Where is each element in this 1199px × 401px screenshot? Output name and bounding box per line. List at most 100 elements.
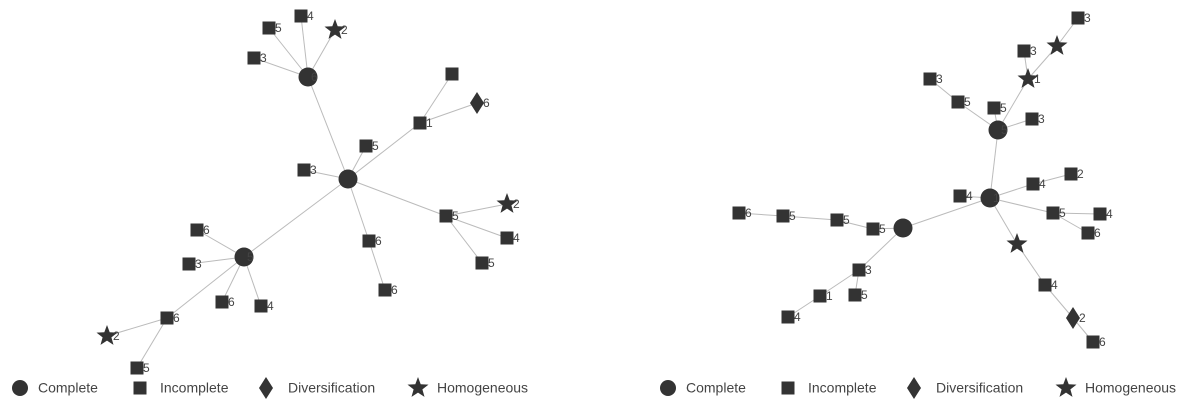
square-node [160, 311, 174, 325]
square-node [262, 21, 276, 35]
square-node [413, 116, 427, 130]
diamond-node [1066, 307, 1080, 329]
edge [738, 212, 784, 217]
square-node [133, 381, 147, 395]
node-label: 6 [228, 295, 235, 309]
edge [368, 240, 386, 291]
square-node [781, 310, 795, 324]
node-label: 2 [341, 23, 348, 37]
square-node [445, 67, 459, 81]
star-node [324, 19, 346, 39]
node-label: 6 [745, 206, 752, 220]
edge [347, 178, 370, 242]
square-node [866, 222, 880, 236]
square-node [362, 234, 376, 248]
node-label: 1 [826, 289, 833, 303]
square-node [776, 209, 790, 223]
node-label: 3 [936, 72, 943, 86]
legend-label: Incomplete [808, 380, 877, 396]
square-node [475, 256, 489, 270]
node-label: 4 [1051, 278, 1058, 292]
star-node [1006, 233, 1028, 253]
node-label: 3 [1084, 11, 1091, 25]
network-graph: 6 5 4 2 3 1 6 5 3 5 2 4 5 6 6 5 6 3 6 4 6 2 5 [96, 9, 520, 375]
node-label: 5 [789, 209, 796, 223]
node-label: 5 [861, 288, 868, 302]
node-label: 5 [843, 213, 850, 227]
legend-label: Homogeneous [437, 380, 528, 396]
node-label: 4 [966, 189, 973, 203]
node-label: 3 [1030, 44, 1037, 58]
square-node [297, 163, 311, 177]
diamond-node [907, 377, 921, 399]
square-node [1064, 167, 1078, 181]
circle-node [988, 120, 1008, 140]
square-node [848, 288, 862, 302]
edge [253, 57, 309, 78]
node-label: 6 [1094, 226, 1101, 240]
edge [136, 317, 168, 369]
square-node [215, 295, 229, 309]
node-label: 6 [203, 223, 210, 237]
star-node [407, 377, 429, 397]
node-label: 1 [993, 191, 1000, 205]
legend-label: Diversification [936, 380, 1023, 396]
node-label: 4 [1106, 207, 1113, 221]
node-label: 5 [1001, 123, 1008, 137]
square-node [1038, 278, 1052, 292]
edge [300, 15, 309, 78]
node-label: 3 [195, 257, 202, 271]
node-label: 5 [1000, 101, 1007, 115]
node-label: 6 [311, 70, 318, 84]
square-node [813, 289, 827, 303]
circle-node [12, 380, 28, 396]
square-node [1071, 11, 1085, 25]
node-label: 4 [794, 310, 801, 324]
edge [445, 215, 508, 239]
square-node [1026, 177, 1040, 191]
square-node [439, 209, 453, 223]
square-node [732, 206, 746, 220]
node-label: 5 [452, 209, 459, 223]
node-label: 1 [1034, 72, 1041, 86]
node-label: 5 [879, 222, 886, 236]
legend-label: Diversification [288, 380, 375, 396]
square-node [1017, 44, 1031, 58]
legend-label: Incomplete [160, 380, 229, 396]
edge [166, 256, 245, 319]
square-node [130, 361, 144, 375]
square-node [951, 95, 965, 109]
node-label: 6 [375, 234, 382, 248]
square-node [359, 139, 373, 153]
edge [307, 76, 349, 180]
square-node [500, 231, 514, 245]
star-node [496, 193, 518, 213]
legend-label: Complete [38, 380, 98, 396]
edge [419, 73, 453, 124]
star-node [1055, 377, 1077, 397]
square-node [830, 213, 844, 227]
circle-node [234, 247, 254, 267]
edge [419, 102, 478, 124]
node-label: 2 [513, 197, 520, 211]
square-node [1025, 112, 1039, 126]
square-node [923, 72, 937, 86]
square-node [987, 101, 1001, 115]
node-label: 5 [247, 250, 254, 264]
square-node [1046, 206, 1060, 220]
node-label: 3 [310, 163, 317, 177]
circle-node [660, 380, 676, 396]
edge [782, 215, 838, 221]
node-label: 4 [307, 9, 314, 23]
star-node [1017, 68, 1039, 88]
node-label: 3 [1038, 112, 1045, 126]
node-label: 4 [267, 299, 274, 313]
node-label: 3 [260, 51, 267, 65]
node-label: 6 [391, 283, 398, 297]
square-node [182, 257, 196, 271]
node-label: 3 [865, 263, 872, 277]
square-node [254, 299, 268, 313]
node-label: 5 [1059, 206, 1066, 220]
